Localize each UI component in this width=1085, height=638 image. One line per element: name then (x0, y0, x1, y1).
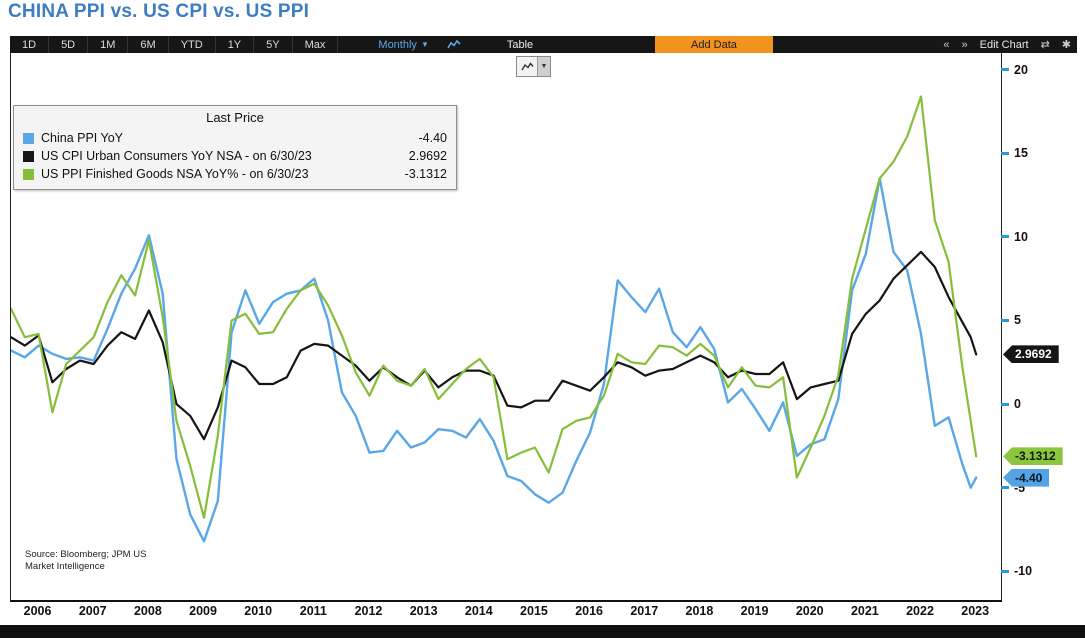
legend-value: -4.40 (418, 131, 448, 145)
legend-label: China PPI YoY (41, 131, 124, 145)
y-axis: 20 15 10 5 0 -5 -10 2.9692 -3.1312 -4.40 (1001, 53, 1085, 600)
x-axis-year-label: 2021 (850, 604, 879, 618)
mini-chart-icon (517, 57, 537, 76)
chevron-down-icon: ▼ (537, 57, 550, 76)
y-tick-label: -5 (1014, 480, 1026, 495)
chevron-down-icon: ▼ (420, 40, 429, 49)
range-button-1d[interactable]: 1D (10, 36, 50, 53)
source-line-1: Source: Bloomberg; JPM US (25, 549, 147, 560)
frequency-dropdown[interactable]: Monthly ▼ (378, 39, 428, 51)
legend-row-us-cpi: US CPI Urban Consumers YoY NSA - on 6/30… (23, 147, 447, 165)
x-axis-year-label: 2022 (906, 604, 934, 618)
settings-icon[interactable]: ✱ (1061, 39, 1071, 51)
tick-mark (1001, 68, 1009, 72)
line-chart-icon[interactable] (447, 39, 461, 50)
y-tick-label: -10 (1014, 564, 1033, 579)
range-button-6m[interactable]: 6M (128, 36, 169, 53)
us-ppi-swatch (23, 168, 34, 180)
tick-mark (1001, 569, 1009, 573)
y-axis-tick: 5 (1001, 313, 1021, 327)
range-button-max[interactable]: Max (293, 36, 339, 53)
expand-icon[interactable]: » (961, 38, 968, 51)
last-price-badge: -3.1312 (1003, 447, 1063, 466)
x-axis-year-label: 2013 (409, 604, 438, 618)
range-button-ytd[interactable]: YTD (169, 36, 216, 53)
tick-mark (1001, 318, 1009, 322)
y-tick-label: 15 (1014, 146, 1028, 161)
range-button-1m[interactable]: 1M (88, 36, 129, 53)
range-button-1y[interactable]: 1Y (216, 36, 255, 53)
legend-value: -3.1312 (404, 167, 447, 181)
last-price-badge: 2.9692 (1003, 345, 1059, 364)
tick-mark (1001, 402, 1009, 406)
x-axis: 2006 2007 2008 2009 2010 2011 2012 2013 2014 2015… (10, 602, 1002, 624)
y-tick-label: 10 (1014, 229, 1028, 244)
chart-type-button[interactable]: ▼ (516, 56, 551, 77)
x-axis-year-label: 2009 (189, 604, 217, 618)
x-axis-year-label: 2023 (961, 604, 990, 618)
x-axis-year-label: 2010 (244, 604, 273, 618)
series-us-cpi-urban-consumers-yoy-nsa (11, 250, 978, 441)
china-ppi-swatch (23, 132, 34, 144)
y-tick-label: 0 (1014, 397, 1021, 412)
y-tick-label: 20 (1014, 62, 1028, 77)
series-us-ppi-finished-goods-nsa-yoy- (11, 95, 978, 519)
x-axis-year-label: 2015 (520, 604, 548, 618)
collapse-icon[interactable]: « (943, 38, 950, 51)
y-axis-tick: -10 (1001, 564, 1032, 578)
x-axis-year-label: 2007 (78, 604, 107, 618)
x-axis-year-label: 2012 (354, 604, 383, 618)
legend-row-china-ppi: China PPI YoY -4.40 (23, 129, 447, 147)
y-axis-tick: 0 (1001, 397, 1021, 411)
chart-toolbar: 1D 5D 1M 6M YTD 1Y 5Y Max Monthly ▼ Tabl… (10, 36, 1077, 53)
tick-mark (1001, 151, 1009, 155)
y-axis-tick: -5 (1001, 481, 1025, 495)
add-data-button[interactable]: Add Data (655, 36, 773, 53)
source-note: Source: Bloomberg; JPM US Market Intelli… (25, 549, 146, 574)
toolbar-right-group: « » Edit Chart ⇄ ✱ (943, 36, 1071, 53)
us-cpi-swatch (23, 150, 34, 162)
legend-row-us-ppi: US PPI Finished Goods NSA YoY% - on 6/30… (23, 165, 447, 183)
tick-mark (1001, 486, 1009, 490)
legend-label: US CPI Urban Consumers YoY NSA - on 6/30… (41, 149, 312, 163)
x-axis-year-label: 2011 (299, 604, 327, 618)
series-china-ppi-yoy (11, 177, 978, 543)
y-axis-tick: 20 (1001, 63, 1028, 77)
range-button-5y[interactable]: 5Y (254, 36, 293, 53)
chart-canvas[interactable] (11, 53, 1001, 598)
range-button-5d[interactable]: 5D (49, 36, 89, 53)
last-price-badge: -4.40 (1003, 468, 1050, 487)
y-axis-tick: 10 (1001, 230, 1028, 244)
x-axis-year-label: 2014 (464, 604, 493, 618)
frequency-label: Monthly (378, 38, 417, 51)
swap-icon[interactable]: ⇄ (1040, 39, 1050, 51)
table-button[interactable]: Table (506, 38, 534, 51)
y-axis-tick: 15 (1001, 146, 1028, 160)
x-axis-year-label: 2008 (133, 604, 162, 618)
y-tick-label: 5 (1014, 313, 1021, 328)
chart-legend: Last Price China PPI YoY -4.40 US CPI Ur… (13, 105, 457, 190)
edit-chart-button[interactable]: Edit Chart (979, 38, 1029, 51)
x-axis-year-label: 2019 (740, 604, 769, 618)
source-line-2: Market Intelligence (25, 561, 105, 573)
legend-label: US PPI Finished Goods NSA YoY% - on 6/30… (41, 167, 309, 181)
x-axis-year-label: 2017 (630, 604, 659, 618)
legend-title: Last Price (206, 110, 264, 125)
tick-mark (1001, 235, 1009, 239)
x-axis-year-label: 2006 (23, 604, 52, 618)
page-title: CHINA PPI vs. US CPI vs. US PPI (8, 1, 310, 22)
bottom-status-bar (0, 625, 1085, 638)
x-axis-year-label: 2020 (795, 604, 824, 618)
chart-plot-area: ▼ Last Price China PPI YoY -4.40 US CPI … (10, 53, 1002, 602)
legend-value: 2.9692 (408, 149, 447, 163)
x-axis-year-label: 2018 (685, 604, 714, 618)
x-axis-year-label: 2016 (575, 604, 603, 618)
